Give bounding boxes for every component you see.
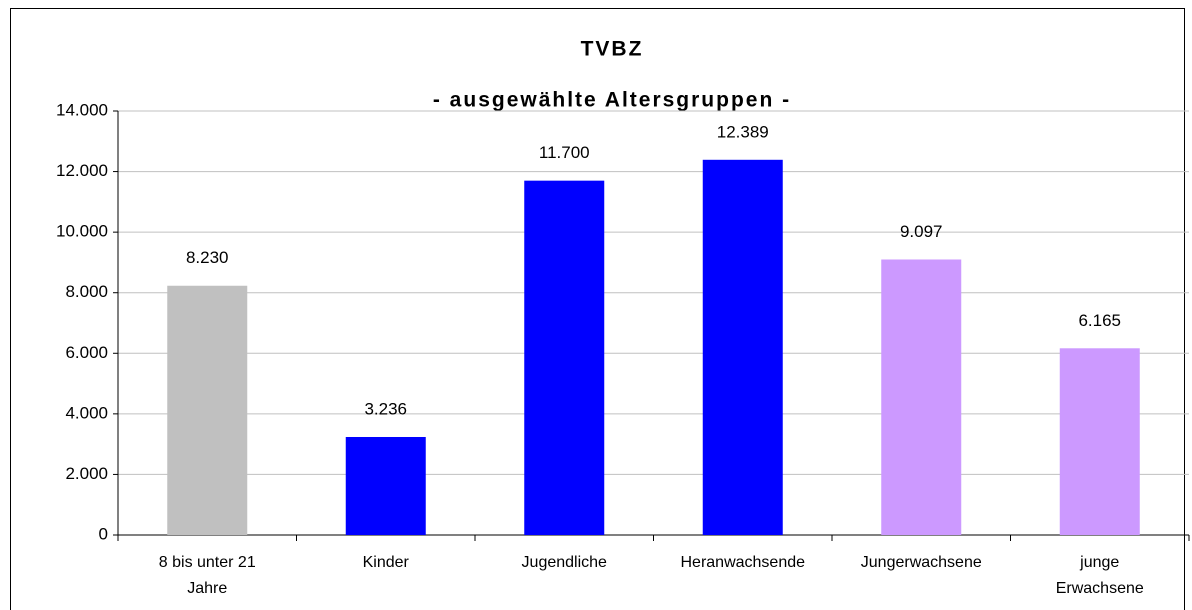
bar bbox=[702, 159, 783, 535]
x-tick-label: Heranwachsende bbox=[680, 554, 806, 571]
bar bbox=[345, 436, 426, 535]
y-tick-label: 6.000 bbox=[65, 343, 108, 362]
chart-frame bbox=[10, 8, 1185, 610]
bar bbox=[881, 259, 962, 535]
chart-subtitle: - ausgewählte Altersgruppen - bbox=[433, 89, 791, 112]
data-label: 11.700 bbox=[539, 143, 590, 162]
y-tick-label: 2.000 bbox=[65, 464, 108, 483]
bar bbox=[524, 180, 605, 535]
x-tick-label: Kinder bbox=[362, 554, 409, 571]
y-tick-label: 4.000 bbox=[65, 403, 108, 422]
data-label: 12.389 bbox=[717, 122, 769, 141]
y-tick-label: 12.000 bbox=[56, 161, 108, 180]
bar bbox=[1059, 348, 1140, 535]
x-tick-label: Jugendliche bbox=[521, 554, 607, 571]
chart-title: TVBZ bbox=[581, 38, 644, 61]
y-tick-label: 10.000 bbox=[56, 222, 108, 241]
x-tick-label: 8 bis unter 21 Jahre bbox=[158, 554, 256, 597]
x-tick-label: Jungerwachsene bbox=[860, 554, 982, 571]
y-tick-label: 14.000 bbox=[56, 100, 108, 119]
x-tick-label: junge Erwachsene bbox=[1055, 554, 1144, 597]
y-tick-label: 0 bbox=[99, 524, 108, 543]
data-label: 8.230 bbox=[186, 248, 229, 267]
data-label: 6.165 bbox=[1078, 311, 1121, 330]
bar bbox=[167, 285, 248, 535]
data-label: 3.236 bbox=[364, 399, 407, 418]
y-tick-label: 8.000 bbox=[65, 282, 108, 301]
data-label: 9.097 bbox=[900, 222, 943, 241]
